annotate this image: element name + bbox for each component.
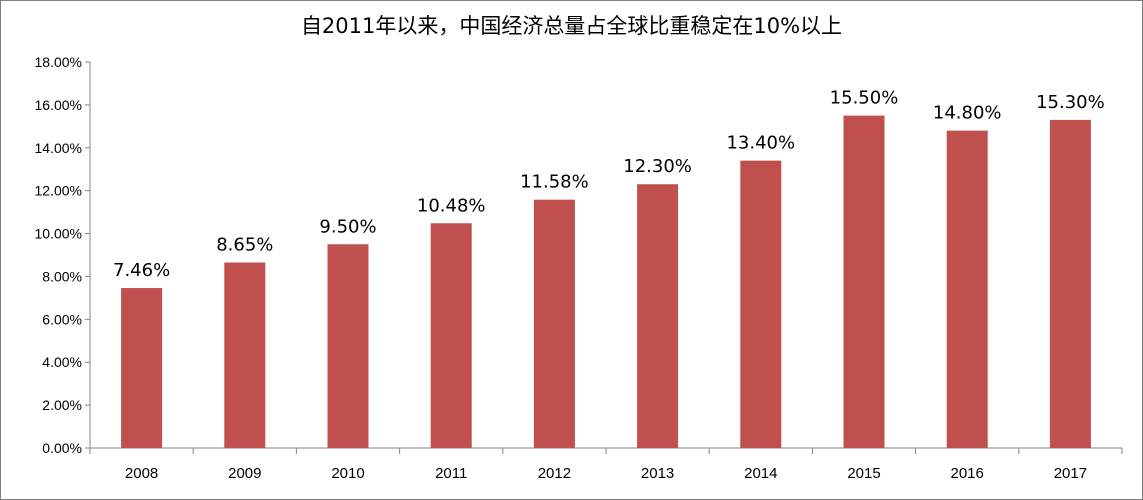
x-tick-label: 2017 bbox=[1054, 465, 1087, 482]
data-label: 7.46% bbox=[113, 260, 170, 281]
x-tick-label: 2010 bbox=[331, 465, 364, 482]
x-tick-label: 2015 bbox=[847, 465, 880, 482]
data-label: 9.50% bbox=[319, 216, 376, 237]
bar bbox=[637, 184, 679, 448]
x-tick-label: 2012 bbox=[538, 465, 571, 482]
y-tick-label: 12.00% bbox=[35, 183, 82, 199]
data-label: 13.40% bbox=[726, 133, 795, 154]
x-tick-label: 2011 bbox=[435, 465, 467, 482]
y-tick-label: 0.00% bbox=[42, 440, 82, 456]
y-tick-label: 10.00% bbox=[35, 226, 82, 242]
bar bbox=[327, 244, 369, 448]
bar bbox=[1049, 119, 1091, 449]
bar bbox=[224, 262, 266, 448]
data-label: 15.30% bbox=[1036, 92, 1105, 113]
y-tick-label: 18.00% bbox=[35, 54, 82, 70]
x-tick-label: 2014 bbox=[744, 465, 777, 482]
bar bbox=[946, 130, 988, 448]
bar bbox=[121, 288, 163, 448]
y-tick-label: 6.00% bbox=[42, 311, 82, 327]
x-tick-label: 2013 bbox=[641, 465, 674, 482]
data-label: 14.80% bbox=[933, 103, 1002, 124]
data-label: 12.30% bbox=[623, 156, 692, 177]
bar bbox=[430, 223, 472, 448]
y-tick-label: 2.00% bbox=[42, 397, 82, 413]
y-tick-label: 4.00% bbox=[42, 354, 82, 370]
y-tick-label: 16.00% bbox=[35, 97, 82, 113]
data-label: 15.50% bbox=[830, 88, 899, 109]
y-tick-label: 14.00% bbox=[35, 140, 82, 156]
bar bbox=[533, 199, 575, 448]
data-label: 11.58% bbox=[520, 172, 589, 193]
bar bbox=[843, 115, 885, 448]
chart-title: 自2011年以来，中国经济总量占全球比重稳定在10%以上 bbox=[300, 14, 843, 38]
data-label: 10.48% bbox=[417, 195, 486, 216]
y-tick-label: 8.00% bbox=[42, 268, 82, 284]
x-tick-label: 2008 bbox=[125, 465, 158, 482]
bar bbox=[740, 160, 782, 448]
data-label: 8.65% bbox=[216, 235, 273, 256]
x-tick-label: 2009 bbox=[228, 465, 261, 482]
x-tick-label: 2016 bbox=[951, 465, 984, 482]
